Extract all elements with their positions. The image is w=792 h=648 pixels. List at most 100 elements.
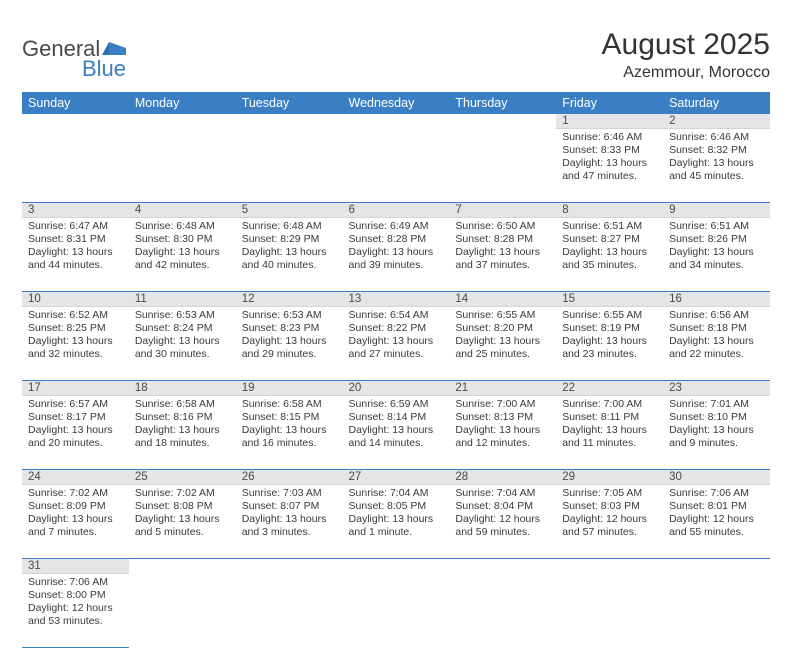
sunset-line: Sunset: 8:33 PM — [562, 144, 657, 157]
day-number-cell: 30 — [663, 470, 770, 485]
sunrise-line: Sunrise: 7:02 AM — [28, 487, 123, 500]
day-number-cell: 7 — [449, 203, 556, 218]
day-content-cell: Sunrise: 7:05 AMSunset: 8:03 PMDaylight:… — [556, 485, 663, 559]
weekday-header: Friday — [556, 92, 663, 114]
daylight-line: Daylight: 12 hours and 57 minutes. — [562, 513, 657, 539]
day-number-cell: 5 — [236, 203, 343, 218]
day-content-cell: Sunrise: 7:02 AMSunset: 8:08 PMDaylight:… — [129, 485, 236, 559]
day-number-cell — [343, 114, 450, 129]
daylight-line: Daylight: 13 hours and 1 minute. — [349, 513, 444, 539]
daylight-line: Daylight: 13 hours and 16 minutes. — [242, 424, 337, 450]
sunrise-line: Sunrise: 6:59 AM — [349, 398, 444, 411]
sunrise-line: Sunrise: 6:46 AM — [562, 131, 657, 144]
sunrise-line: Sunrise: 6:47 AM — [28, 220, 123, 233]
sunrise-line: Sunrise: 7:00 AM — [455, 398, 550, 411]
daylight-line: Daylight: 13 hours and 30 minutes. — [135, 335, 230, 361]
daylight-line: Daylight: 13 hours and 5 minutes. — [135, 513, 230, 539]
daynum-row: 17181920212223 — [22, 381, 770, 396]
day-number-cell — [449, 559, 556, 574]
day-content-cell: Sunrise: 6:47 AMSunset: 8:31 PMDaylight:… — [22, 218, 129, 292]
sunrise-line: Sunrise: 6:55 AM — [455, 309, 550, 322]
sunrise-line: Sunrise: 6:53 AM — [135, 309, 230, 322]
calendar-table: Sunday Monday Tuesday Wednesday Thursday… — [22, 92, 770, 648]
sunrise-line: Sunrise: 6:50 AM — [455, 220, 550, 233]
day-number-cell — [343, 559, 450, 574]
day-number-cell: 11 — [129, 292, 236, 307]
daylight-line: Daylight: 13 hours and 14 minutes. — [349, 424, 444, 450]
daylight-line: Daylight: 13 hours and 7 minutes. — [28, 513, 123, 539]
day-content-cell — [236, 129, 343, 203]
day-content-cell: Sunrise: 6:49 AMSunset: 8:28 PMDaylight:… — [343, 218, 450, 292]
day-content-cell: Sunrise: 6:55 AMSunset: 8:20 PMDaylight:… — [449, 307, 556, 381]
sunrise-line: Sunrise: 6:48 AM — [242, 220, 337, 233]
day-content-cell — [236, 574, 343, 648]
day-content-cell: Sunrise: 7:00 AMSunset: 8:11 PMDaylight:… — [556, 396, 663, 470]
sunset-line: Sunset: 8:20 PM — [455, 322, 550, 335]
daylight-line: Daylight: 13 hours and 39 minutes. — [349, 246, 444, 272]
daylight-line: Daylight: 13 hours and 40 minutes. — [242, 246, 337, 272]
sunrise-line: Sunrise: 6:53 AM — [242, 309, 337, 322]
day-content-cell — [22, 129, 129, 203]
daylight-line: Daylight: 13 hours and 22 minutes. — [669, 335, 764, 361]
sunset-line: Sunset: 8:17 PM — [28, 411, 123, 424]
daylight-line: Daylight: 13 hours and 35 minutes. — [562, 246, 657, 272]
day-content-cell: Sunrise: 7:00 AMSunset: 8:13 PMDaylight:… — [449, 396, 556, 470]
day-number-cell — [663, 559, 770, 574]
daylight-line: Daylight: 13 hours and 27 minutes. — [349, 335, 444, 361]
day-number-cell: 19 — [236, 381, 343, 396]
day-number-cell: 13 — [343, 292, 450, 307]
day-content-cell: Sunrise: 6:52 AMSunset: 8:25 PMDaylight:… — [22, 307, 129, 381]
sunrise-line: Sunrise: 7:01 AM — [669, 398, 764, 411]
sunrise-line: Sunrise: 7:06 AM — [28, 576, 123, 589]
daylight-line: Daylight: 12 hours and 59 minutes. — [455, 513, 550, 539]
weekday-header: Monday — [129, 92, 236, 114]
calendar-body: 12Sunrise: 6:46 AMSunset: 8:33 PMDayligh… — [22, 114, 770, 648]
sunset-line: Sunset: 8:05 PM — [349, 500, 444, 513]
day-content-row: Sunrise: 6:52 AMSunset: 8:25 PMDaylight:… — [22, 307, 770, 381]
sunrise-line: Sunrise: 6:52 AM — [28, 309, 123, 322]
daylight-line: Daylight: 13 hours and 3 minutes. — [242, 513, 337, 539]
sunset-line: Sunset: 8:22 PM — [349, 322, 444, 335]
daylight-line: Daylight: 13 hours and 9 minutes. — [669, 424, 764, 450]
sunset-line: Sunset: 8:07 PM — [242, 500, 337, 513]
header: General August 2025 Azemmour, Morocco — [22, 28, 770, 82]
sunset-line: Sunset: 8:32 PM — [669, 144, 764, 157]
day-number-cell — [449, 114, 556, 129]
day-number-cell: 20 — [343, 381, 450, 396]
day-number-cell: 4 — [129, 203, 236, 218]
daynum-row: 12 — [22, 114, 770, 129]
day-number-cell — [22, 114, 129, 129]
sunrise-line: Sunrise: 6:55 AM — [562, 309, 657, 322]
day-number-cell: 31 — [22, 559, 129, 574]
day-content-cell: Sunrise: 6:53 AMSunset: 8:23 PMDaylight:… — [236, 307, 343, 381]
day-number-cell: 23 — [663, 381, 770, 396]
sunrise-line: Sunrise: 6:57 AM — [28, 398, 123, 411]
weekday-header: Wednesday — [343, 92, 450, 114]
daylight-line: Daylight: 13 hours and 12 minutes. — [455, 424, 550, 450]
sunrise-line: Sunrise: 6:51 AM — [562, 220, 657, 233]
sunset-line: Sunset: 8:00 PM — [28, 589, 123, 602]
day-content-cell — [556, 574, 663, 648]
day-content-cell: Sunrise: 7:04 AMSunset: 8:04 PMDaylight:… — [449, 485, 556, 559]
daylight-line: Daylight: 13 hours and 47 minutes. — [562, 157, 657, 183]
sunset-line: Sunset: 8:08 PM — [135, 500, 230, 513]
sunset-line: Sunset: 8:26 PM — [669, 233, 764, 246]
sunset-line: Sunset: 8:23 PM — [242, 322, 337, 335]
day-number-cell: 6 — [343, 203, 450, 218]
day-number-cell — [129, 114, 236, 129]
day-number-cell: 17 — [22, 381, 129, 396]
day-number-cell — [556, 559, 663, 574]
day-content-cell: Sunrise: 6:51 AMSunset: 8:26 PMDaylight:… — [663, 218, 770, 292]
daynum-row: 24252627282930 — [22, 470, 770, 485]
day-number-cell — [236, 559, 343, 574]
daylight-line: Daylight: 13 hours and 11 minutes. — [562, 424, 657, 450]
daylight-line: Daylight: 13 hours and 25 minutes. — [455, 335, 550, 361]
day-number-cell: 24 — [22, 470, 129, 485]
sunrise-line: Sunrise: 7:03 AM — [242, 487, 337, 500]
day-number-cell: 16 — [663, 292, 770, 307]
day-number-cell: 28 — [449, 470, 556, 485]
day-number-cell: 22 — [556, 381, 663, 396]
calendar-page: General August 2025 Azemmour, Morocco Ge… — [0, 0, 792, 648]
day-number-cell: 25 — [129, 470, 236, 485]
sunset-line: Sunset: 8:29 PM — [242, 233, 337, 246]
